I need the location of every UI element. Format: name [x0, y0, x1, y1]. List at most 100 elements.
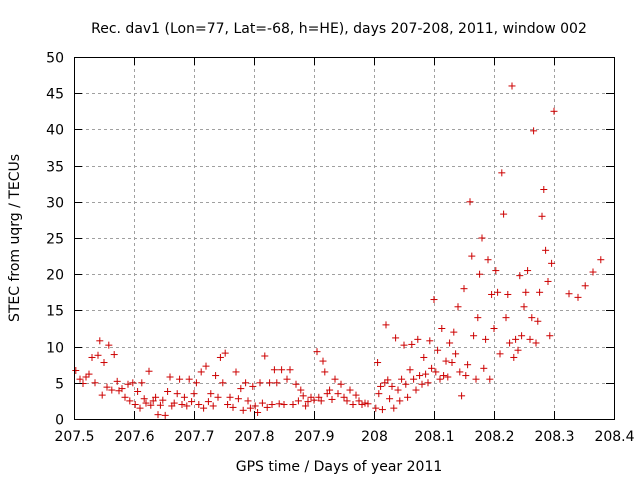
data-point: [361, 399, 369, 407]
data-point: [244, 397, 252, 405]
data-point: [237, 385, 245, 393]
data-point: [216, 353, 224, 361]
data-point: [340, 393, 348, 401]
data-point: [124, 380, 132, 388]
data-point: [164, 387, 172, 395]
data-point: [118, 385, 126, 393]
data-point: [154, 411, 162, 419]
data-point: [256, 379, 264, 387]
y-tick-label: 20: [46, 268, 64, 284]
data-point: [159, 396, 167, 404]
data-point: [131, 401, 139, 409]
data-point: [388, 382, 396, 390]
data-point: [404, 393, 412, 401]
data-point: [386, 395, 394, 403]
data-point: [94, 351, 102, 359]
data-point: [136, 404, 144, 412]
y-tick-label: 40: [46, 123, 64, 139]
data-point: [138, 379, 146, 387]
data-point: [450, 328, 458, 336]
data-point: [496, 350, 504, 358]
x-axis-label: GPS time / Days of year 2011: [236, 459, 443, 475]
data-point: [466, 198, 474, 206]
data-point: [375, 390, 383, 398]
x-tick-label: 208: [361, 429, 388, 445]
data-points: [72, 82, 605, 419]
data-point: [420, 353, 428, 361]
data-point: [183, 402, 191, 410]
data-point: [289, 401, 297, 409]
data-point: [460, 285, 468, 293]
data-point: [302, 402, 310, 410]
data-point: [434, 346, 442, 354]
data-point: [374, 359, 382, 367]
y-tick-label: 15: [46, 304, 64, 320]
data-point: [430, 296, 438, 304]
data-point: [88, 353, 96, 361]
data-point: [224, 401, 232, 409]
data-point: [398, 375, 406, 383]
data-point: [464, 361, 472, 369]
data-point: [454, 303, 462, 311]
data-point: [170, 399, 178, 407]
data-point: [96, 337, 104, 345]
data-point: [364, 400, 372, 408]
data-point: [381, 379, 389, 387]
data-point: [234, 395, 242, 403]
y-tick-label: 0: [55, 413, 64, 429]
data-point: [508, 82, 516, 90]
y-tick-label: 50: [46, 51, 64, 67]
data-point: [91, 379, 99, 387]
data-point: [534, 317, 542, 325]
data-point: [412, 386, 420, 394]
data-point: [268, 401, 276, 409]
data-point: [522, 288, 530, 296]
data-point: [275, 400, 283, 408]
data-point: [343, 397, 351, 405]
data-point: [544, 277, 552, 285]
data-point: [526, 335, 534, 343]
data-point: [416, 372, 424, 380]
data-point: [76, 375, 84, 383]
data-point: [538, 212, 546, 220]
x-tick-label: 207.9: [294, 429, 334, 445]
data-point: [512, 335, 520, 343]
data-point: [432, 368, 440, 376]
data-point: [426, 337, 434, 345]
data-point: [319, 357, 327, 365]
data-point: [418, 380, 426, 388]
data-point: [202, 362, 210, 370]
data-point: [251, 402, 259, 410]
data-point: [176, 375, 184, 383]
data-point: [358, 401, 366, 409]
y-tick-label: 45: [46, 87, 64, 103]
data-point: [140, 395, 148, 403]
data-point: [456, 368, 464, 376]
data-point: [185, 375, 193, 383]
data-point: [82, 373, 90, 381]
data-point: [149, 397, 157, 405]
data-point: [278, 366, 286, 374]
data-point: [474, 314, 482, 322]
data-point: [355, 397, 363, 405]
data-point: [323, 390, 331, 398]
data-point: [195, 401, 203, 409]
data-point: [384, 376, 392, 384]
data-point: [331, 375, 339, 383]
data-point: [462, 372, 470, 380]
data-point: [134, 387, 142, 395]
data-point: [378, 406, 386, 414]
data-point: [448, 359, 456, 367]
data-point: [532, 339, 540, 347]
x-tick-label: 208.1: [414, 429, 454, 445]
data-point: [297, 386, 305, 394]
grid-lines: [74, 57, 614, 419]
data-point: [452, 350, 460, 358]
data-point: [472, 375, 480, 383]
data-point: [313, 348, 321, 356]
data-point: [546, 332, 554, 340]
data-point: [254, 408, 262, 416]
data-point: [226, 393, 234, 401]
data-point: [188, 398, 196, 406]
